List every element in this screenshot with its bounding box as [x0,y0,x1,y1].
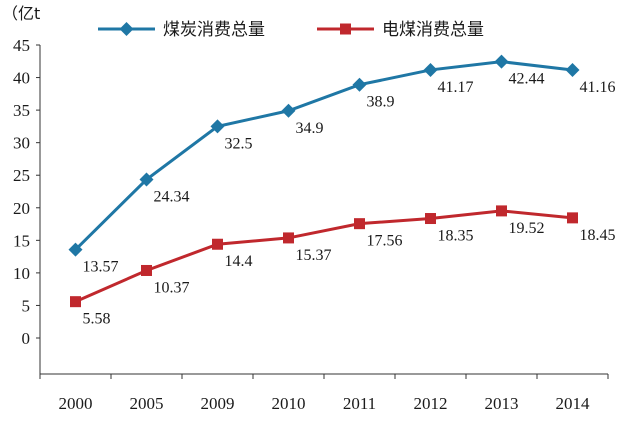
series-layer: 13.57 24.34 32.5 34.9 38.9 41.17 42.44 41.16 5.5… [68,54,616,328]
data-label: 13.57 [83,259,119,276]
data-point-square [567,212,578,224]
x-tick-label: 2011 [343,394,376,413]
y-tick-label: 0 [22,329,31,348]
data-point-diamond [494,54,509,69]
legend-square-marker [340,23,351,35]
y-tick-label: 40 [13,69,30,88]
series-2: 5.58 10.37 14.4 15.37 17.56 18.35 19.52 18.45 [70,205,616,328]
data-point-diamond [139,172,154,187]
x-tick-label: 2012 [414,394,448,413]
data-point-square [354,218,365,230]
y-axis-unit-label: （亿t [2,4,40,23]
data-label: 5.58 [83,311,111,328]
data-label: 14.4 [225,253,253,270]
axes: 0 5 10 15 20 25 30 35 40 45 2000 2005 2009 2010 2011 20… [13,36,609,413]
series-line [74,209,573,304]
data-point-square [212,238,223,250]
legend-label: 电煤消费总量 [382,20,484,40]
x-tick-label: 2014 [556,394,591,413]
series-1: 13.57 24.34 32.5 34.9 38.9 41.17 42.44 41.16 [68,54,616,276]
x-tick-label: 2005 [130,394,164,413]
series-line [74,60,573,251]
data-label: 41.17 [438,79,474,96]
y-tick-label: 45 [13,36,30,55]
y-tick-label: 10 [13,264,30,283]
data-label: 17.56 [367,233,403,250]
x-tick-label: 2013 [485,394,519,413]
x-tick-label: 2009 [201,394,235,413]
y-tick-label: 25 [13,166,30,185]
legend-label: 煤炭消费总量 [163,20,265,40]
data-point-diamond [565,63,580,78]
y-tick-label: 35 [13,101,30,120]
y-tick-label: 30 [13,134,30,153]
legend-diamond-marker [119,22,134,36]
data-label: 38.9 [367,94,395,111]
legend-item-1: 煤炭消费总量 [98,20,265,40]
data-label: 19.52 [509,220,545,237]
y-tick-label: 5 [22,296,31,315]
legend: 煤炭消费总量 电煤消费总量 [98,20,484,40]
data-point-square [496,205,507,217]
data-point-diamond [423,62,438,77]
x-tick-label: 2010 [272,394,306,413]
legend-item-2: 电煤消费总量 [317,20,484,40]
data-point-diamond [281,103,296,118]
data-point-square [70,296,81,308]
data-label: 10.37 [154,279,190,296]
data-point-diamond [352,77,367,92]
data-point-square [425,213,436,225]
data-label: 42.44 [509,71,545,88]
data-label: 34.9 [296,120,324,137]
data-point-diamond [210,119,225,134]
x-tick-label: 2000 [59,394,93,413]
data-label: 32.5 [225,135,253,152]
y-tick-label: 20 [13,199,30,218]
data-point-square [141,264,152,276]
y-tick-label: 15 [13,231,30,250]
data-label: 24.34 [154,189,190,206]
data-point-diamond [68,242,83,257]
data-label: 18.45 [580,227,616,244]
data-label: 15.37 [296,247,332,264]
data-point-square [283,232,294,244]
data-label: 18.35 [438,228,474,245]
data-label: 41.16 [580,79,616,96]
